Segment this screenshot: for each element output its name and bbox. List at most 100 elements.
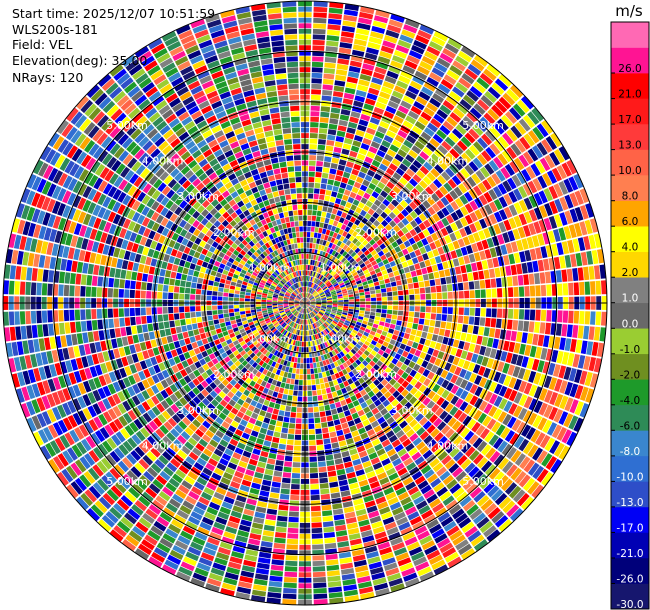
- range-gate: [395, 167, 405, 177]
- range-gate: [306, 292, 308, 298]
- range-gate: [313, 412, 320, 418]
- range-gate: [374, 66, 387, 75]
- range-gate: [328, 7, 343, 15]
- range-gate: [312, 390, 317, 396]
- range-gate: [439, 104, 452, 115]
- range-gate: [322, 78, 334, 85]
- range-gate: [342, 251, 348, 257]
- range-gate: [310, 368, 315, 374]
- range-gate: [333, 85, 345, 93]
- range-gate: [297, 396, 303, 402]
- range-gate: [282, 422, 289, 428]
- range-gate: [333, 265, 339, 271]
- range-gate: [376, 215, 384, 223]
- range-gate: [308, 423, 315, 429]
- range-gate: [324, 62, 336, 69]
- range-gate: [373, 227, 381, 235]
- range-gate: [452, 60, 466, 72]
- range-gate: [329, 2, 344, 9]
- range-gate: [397, 315, 403, 321]
- range-gate: [415, 184, 424, 193]
- range-gate: [343, 92, 355, 100]
- range-gate: [407, 110, 420, 120]
- range-gate: [135, 307, 141, 316]
- range-gate: [473, 54, 488, 67]
- range-gate: [313, 232, 318, 238]
- range-gate: [341, 148, 350, 156]
- range-gate: [311, 379, 316, 385]
- range-gate: [392, 185, 401, 194]
- range-gate: [331, 271, 337, 277]
- range-gate: [469, 107, 482, 120]
- range-gate: [436, 129, 447, 140]
- range-gate: [373, 219, 381, 227]
- range-gate: [426, 76, 439, 87]
- range-gate: [430, 153, 441, 163]
- range-gate: [311, 265, 314, 271]
- range-gate: [557, 283, 563, 296]
- range-gate: [328, 13, 343, 20]
- range-gate: [367, 41, 381, 50]
- range-gate: [420, 111, 432, 122]
- range-gate: [367, 208, 375, 216]
- range-gate: [424, 319, 430, 326]
- range-gate: [342, 98, 353, 106]
- range-gate: [306, 275, 309, 281]
- range-gate: [310, 259, 313, 265]
- range-gate: [469, 307, 475, 316]
- range-gate: [190, 311, 196, 318]
- range-gate: [308, 188, 314, 194]
- range-gate: [307, 264, 310, 271]
- range-gate: [396, 80, 409, 90]
- range-gate: [318, 274, 322, 280]
- range-gate: [168, 306, 174, 314]
- range-gate: [279, 499, 289, 506]
- range-gate: [425, 306, 431, 313]
- range-gate: [288, 516, 299, 523]
- range-gate: [308, 171, 315, 177]
- range-gate: [222, 305, 229, 310]
- range-gate: [283, 582, 297, 589]
- range-gate: [349, 191, 357, 199]
- range-gate: [314, 423, 322, 429]
- range-gate: [384, 75, 397, 85]
- range-gate: [365, 235, 373, 243]
- range-gate: [436, 57, 451, 69]
- range-gate: [332, 264, 337, 270]
- range-gate: [397, 39, 412, 49]
- range-gate: [469, 85, 483, 98]
- range-gate: [394, 194, 403, 203]
- range-gate: [495, 277, 502, 288]
- range-gate: [306, 242, 310, 248]
- range-gate: [420, 131, 432, 142]
- range-gate: [370, 203, 379, 212]
- range-gate: [336, 63, 349, 71]
- range-gate: [390, 13, 405, 23]
- range-gate: [320, 269, 325, 275]
- range-gate: [579, 281, 585, 295]
- range-gate: [309, 133, 318, 139]
- range-gate: [402, 284, 409, 290]
- range-gate: [286, 400, 292, 407]
- range-gate: [441, 156, 452, 167]
- range-gate: [430, 168, 440, 178]
- range-gate: [344, 166, 353, 174]
- range-gate: [434, 164, 444, 174]
- range-gate: [307, 276, 310, 282]
- range-gate: [315, 221, 320, 228]
- range-gate: [403, 139, 414, 149]
- range-gate: [330, 225, 337, 232]
- range-gate: [324, 195, 331, 202]
- range-gate: [366, 92, 378, 101]
- range-gate: [405, 182, 415, 191]
- range-gate: [312, 204, 318, 211]
- range-gate: [287, 434, 295, 440]
- range-gate: [355, 240, 362, 247]
- range-gate: [416, 65, 430, 76]
- range-gate: [323, 438, 331, 445]
- range-gate: [321, 228, 327, 235]
- range-gate: [357, 84, 369, 92]
- range-gate: [364, 212, 372, 220]
- range-gate: [358, 221, 365, 229]
- range-gate: [322, 84, 333, 91]
